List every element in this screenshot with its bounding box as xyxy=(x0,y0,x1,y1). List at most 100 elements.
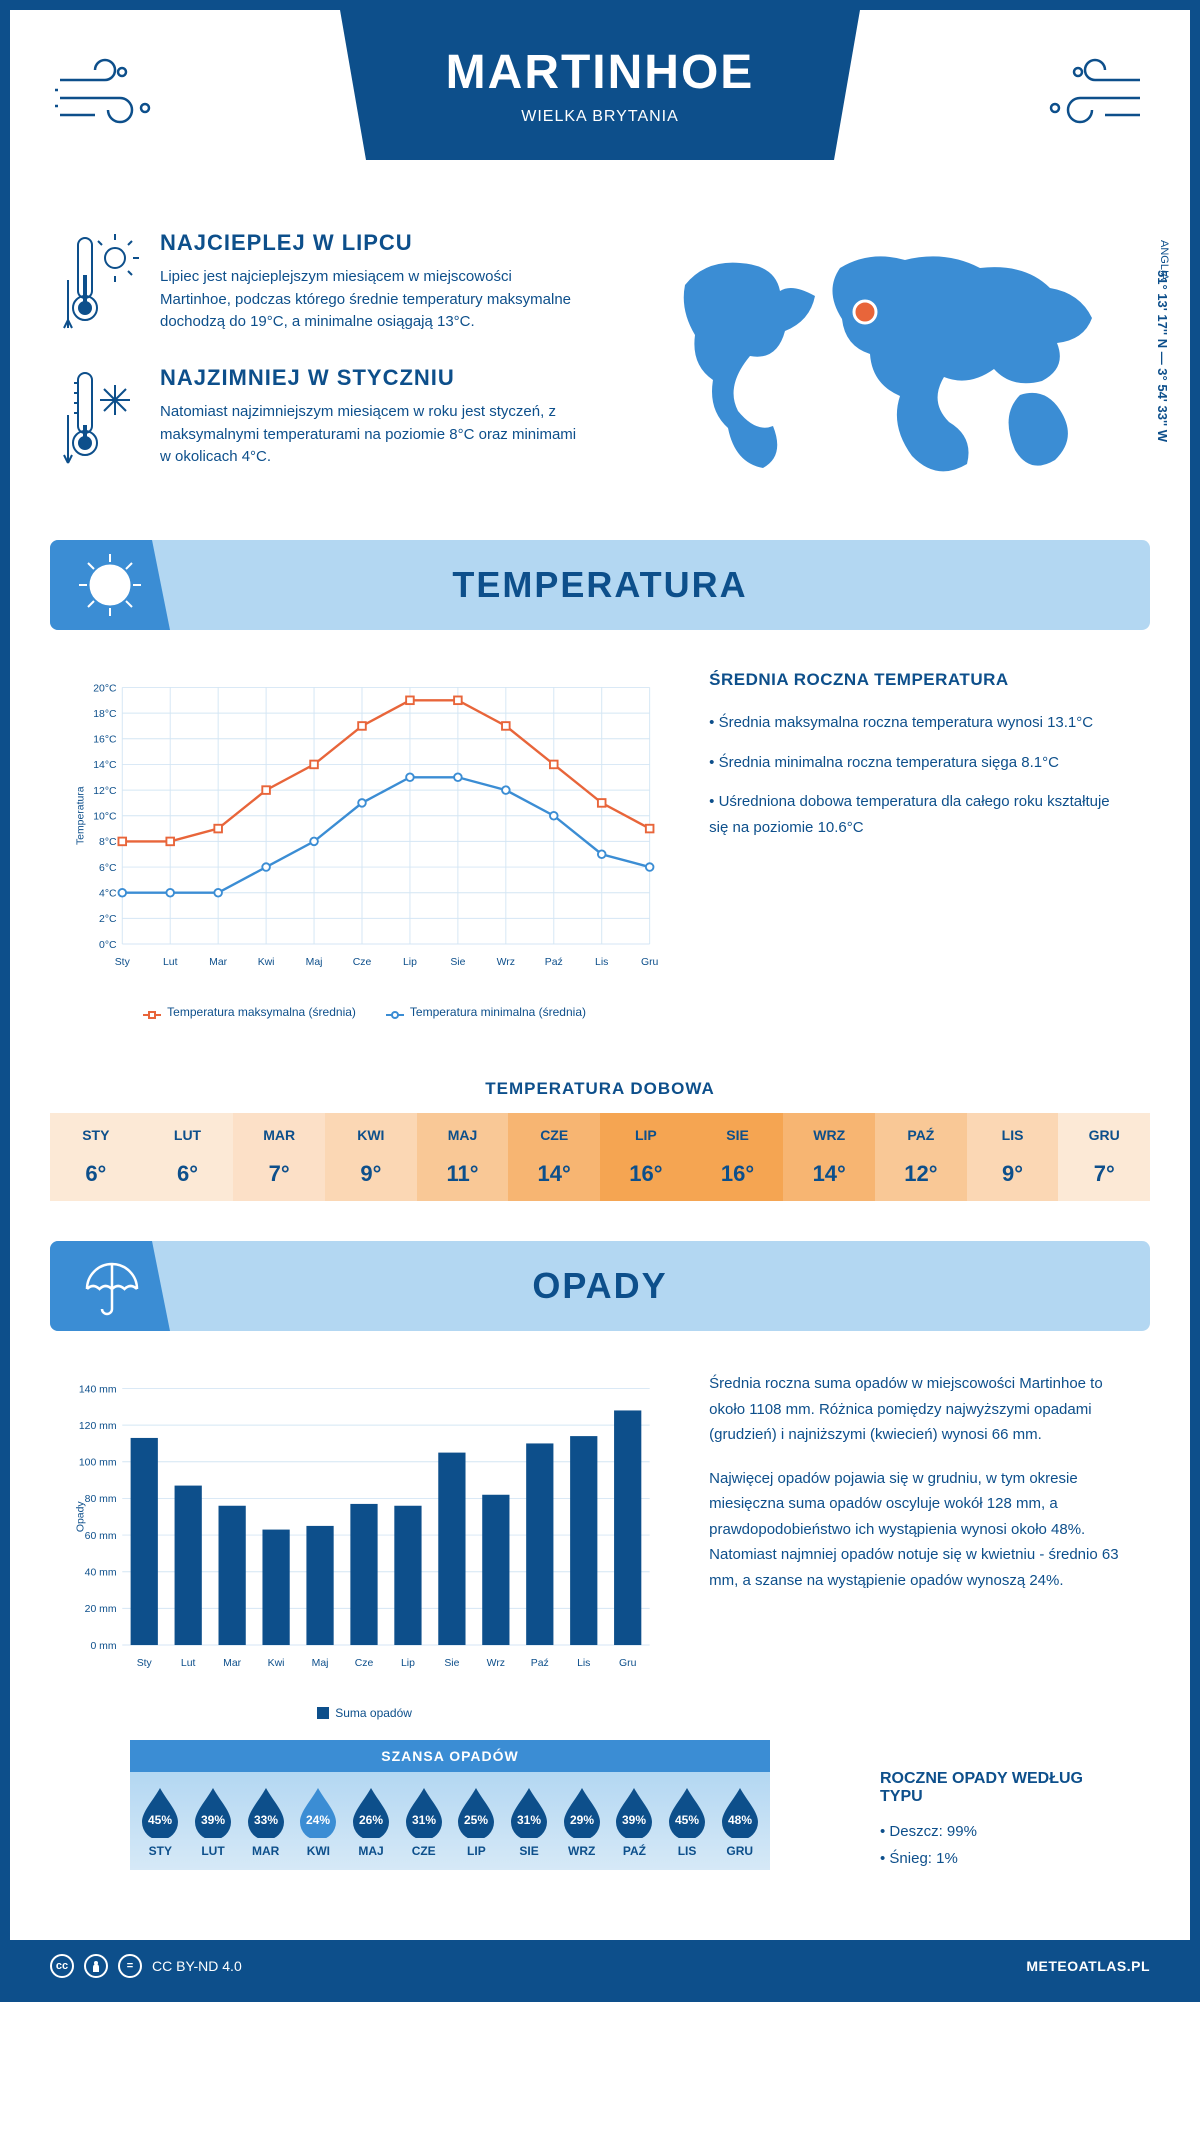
svg-text:Paź: Paź xyxy=(531,1658,549,1669)
svg-text:10°C: 10°C xyxy=(93,812,117,823)
daily-title: TEMPERATURA DOBOWA xyxy=(10,1079,1190,1099)
svg-text:12°C: 12°C xyxy=(93,786,117,797)
section-header-temp: TEMPERATURA xyxy=(50,540,1150,630)
chance-cell: 48%GRU xyxy=(713,1784,766,1858)
info-col: NAJCIEPLEJ W LIPCU Lipiec jest najcieple… xyxy=(60,230,580,500)
sun-icon xyxy=(50,540,170,630)
svg-text:Temperatura: Temperatura xyxy=(75,786,86,845)
brand: METEOATLAS.PL xyxy=(1026,1958,1150,1974)
svg-text:Sty: Sty xyxy=(137,1658,153,1669)
types-rain: • Deszcz: 99% xyxy=(880,1818,1130,1845)
types-title: ROCZNE OPADY WEDŁUG TYPU xyxy=(880,1770,1130,1806)
svg-text:Lip: Lip xyxy=(401,1658,415,1669)
daily-cell: MAJ11° xyxy=(417,1113,509,1201)
temp-chart: 0°C2°C4°C6°C8°C10°C12°C14°C16°C18°C20°CS… xyxy=(70,670,659,1019)
svg-text:Gru: Gru xyxy=(619,1658,637,1669)
svg-text:0 mm: 0 mm xyxy=(90,1641,116,1652)
daily-temp-row: STY6°LUT6°MAR7°KWI9°MAJ11°CZE14°LIP16°SI… xyxy=(50,1113,1150,1201)
daily-cell: PAŹ12° xyxy=(875,1113,967,1201)
svg-text:4°C: 4°C xyxy=(99,889,117,900)
svg-text:Lut: Lut xyxy=(181,1658,196,1669)
svg-text:16°C: 16°C xyxy=(93,735,117,746)
legend-max: Temperatura maksymalna (średnia) xyxy=(167,1005,356,1019)
warmest-text: Lipiec jest najcieplejszym miesiącem w m… xyxy=(160,266,580,334)
svg-text:Lut: Lut xyxy=(163,957,178,968)
svg-text:Cze: Cze xyxy=(355,1658,374,1669)
svg-text:80 mm: 80 mm xyxy=(85,1494,117,1505)
coordinates: 51° 13' 17'' N — 3° 54' 33'' W xyxy=(1155,270,1170,442)
legend-precip: Suma opadów xyxy=(335,1706,412,1720)
daily-cell: LIP16° xyxy=(600,1113,692,1201)
svg-text:18°C: 18°C xyxy=(93,709,117,720)
precip-chart: 0 mm20 mm40 mm60 mm80 mm100 mm120 mm140 … xyxy=(70,1371,659,1720)
svg-text:Maj: Maj xyxy=(306,957,323,968)
svg-text:Lis: Lis xyxy=(577,1658,590,1669)
thermometer-sun-icon xyxy=(60,230,140,335)
page-title: MARTINHOE xyxy=(446,45,755,100)
daily-cell: STY6° xyxy=(50,1113,142,1201)
section-title: TEMPERATURA xyxy=(452,564,747,606)
section-title: OPADY xyxy=(532,1265,667,1307)
svg-text:24%: 24% xyxy=(306,1813,330,1827)
svg-text:Cze: Cze xyxy=(353,957,372,968)
svg-text:39%: 39% xyxy=(201,1813,225,1827)
svg-text:Mar: Mar xyxy=(223,1658,241,1669)
svg-text:Wrz: Wrz xyxy=(497,957,515,968)
svg-text:45%: 45% xyxy=(675,1813,699,1827)
stats-title: ŚREDNIA ROCZNA TEMPERATURA xyxy=(709,670,1130,690)
chance-cell: 29%WRZ xyxy=(555,1784,608,1858)
daily-cell: KWI9° xyxy=(325,1113,417,1201)
svg-text:Lip: Lip xyxy=(403,957,417,968)
coldest-title: NAJZIMNIEJ W STYCZNIU xyxy=(160,365,580,391)
license: cc = CC BY-ND 4.0 xyxy=(50,1954,242,1978)
warmest-block: NAJCIEPLEJ W LIPCU Lipiec jest najcieple… xyxy=(60,230,580,335)
thermometer-snow-icon xyxy=(60,365,140,470)
infographic-page: MARTINHOE WIELKA BRYTANIA NAJCIEPLEJ W L… xyxy=(0,0,1200,2002)
daily-cell: MAR7° xyxy=(233,1113,325,1201)
footer: cc = CC BY-ND 4.0 METEOATLAS.PL xyxy=(10,1940,1190,1992)
wind-icon xyxy=(1030,50,1150,145)
precip-text: Średnia roczna suma opadów w miejscowośc… xyxy=(709,1371,1130,1720)
svg-text:0°C: 0°C xyxy=(99,940,117,951)
license-text: CC BY-ND 4.0 xyxy=(152,1958,242,1974)
svg-text:120 mm: 120 mm xyxy=(79,1421,117,1432)
coldest-block: NAJZIMNIEJ W STYCZNIU Natomiast najzimni… xyxy=(60,365,580,470)
chance-title: SZANSA OPADÓW xyxy=(130,1740,770,1772)
chance-cell: 33%MAR xyxy=(239,1784,292,1858)
svg-text:45%: 45% xyxy=(148,1813,172,1827)
svg-text:33%: 33% xyxy=(254,1813,278,1827)
svg-text:39%: 39% xyxy=(622,1813,646,1827)
chance-cell: 31%SIE xyxy=(503,1784,556,1858)
umbrella-icon xyxy=(50,1241,170,1331)
svg-text:Maj: Maj xyxy=(312,1658,329,1669)
svg-text:Mar: Mar xyxy=(209,957,227,968)
svg-text:Wrz: Wrz xyxy=(487,1658,505,1669)
chance-cell: 45%STY xyxy=(134,1784,187,1858)
chance-cell: 26%MAJ xyxy=(345,1784,398,1858)
svg-text:Kwi: Kwi xyxy=(268,1658,285,1669)
coldest-text: Natomiast najzimniejszym miesiącem w rok… xyxy=(160,401,580,469)
page-subtitle: WIELKA BRYTANIA xyxy=(521,108,679,126)
svg-text:Gru: Gru xyxy=(641,957,659,968)
chance-cell: 25%LIP xyxy=(450,1784,503,1858)
chance-cell: 31%CZE xyxy=(397,1784,450,1858)
daily-cell: CZE14° xyxy=(508,1113,600,1201)
svg-text:25%: 25% xyxy=(464,1813,488,1827)
chance-cell: 45%LIS xyxy=(661,1784,714,1858)
warmest-title: NAJCIEPLEJ W LIPCU xyxy=(160,230,580,256)
stats-b3: • Uśredniona dobowa temperatura dla całe… xyxy=(709,789,1130,840)
svg-text:14°C: 14°C xyxy=(93,760,117,771)
svg-text:2°C: 2°C xyxy=(99,914,117,925)
precip-p2: Najwięcej opadów pojawia się w grudniu, … xyxy=(709,1466,1130,1594)
header: MARTINHOE WIELKA BRYTANIA xyxy=(10,10,1190,210)
svg-text:Sie: Sie xyxy=(450,957,465,968)
svg-text:31%: 31% xyxy=(517,1813,541,1827)
world-map-icon xyxy=(620,230,1140,490)
info-row: NAJCIEPLEJ W LIPCU Lipiec jest najcieple… xyxy=(10,210,1190,540)
svg-text:20 mm: 20 mm xyxy=(85,1604,117,1615)
svg-text:20°C: 20°C xyxy=(93,683,117,694)
precip-body: 0 mm20 mm40 mm60 mm80 mm100 mm120 mm140 … xyxy=(10,1331,1190,1740)
svg-text:31%: 31% xyxy=(412,1813,436,1827)
temp-stats: ŚREDNIA ROCZNA TEMPERATURA • Średnia mak… xyxy=(709,670,1130,1019)
svg-text:Sie: Sie xyxy=(444,1658,459,1669)
